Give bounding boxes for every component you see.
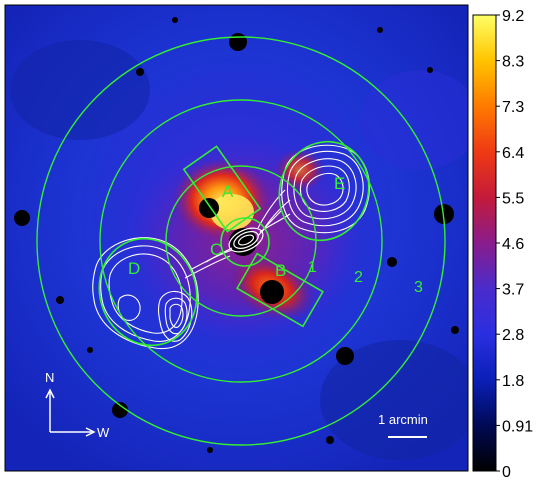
image-frame bbox=[4, 4, 469, 472]
region-labels: A B C D E bbox=[128, 174, 345, 280]
ring-label-2: 2 bbox=[354, 269, 363, 286]
compass-west-label: W bbox=[97, 425, 110, 440]
colorbar-tick-label: 0 bbox=[502, 464, 511, 481]
radio-contours-east-lobe bbox=[257, 144, 370, 237]
colorbar-tick-label: 7.3 bbox=[502, 99, 524, 116]
colorbar-tick-label: 5.5 bbox=[502, 190, 524, 207]
colorbar-ticks: 9.2 8.3 7.3 6.4 5.5 4.6 3.7 2.8 1.8 0.91 0 bbox=[496, 8, 533, 481]
colorbar: 9.2 8.3 7.3 6.4 5.5 4.6 3.7 2.8 1.8 0.91 0 bbox=[472, 8, 533, 481]
annulus-3 bbox=[36, 36, 446, 446]
region-B-box bbox=[235, 252, 325, 328]
annulus-2 bbox=[99, 99, 383, 383]
ring-labels: 1 2 3 bbox=[308, 259, 423, 296]
scale-bar-label: 1 arcmin bbox=[378, 412, 428, 427]
colorbar-tick-label: 3.7 bbox=[502, 282, 524, 299]
ring-label-1: 1 bbox=[308, 259, 317, 276]
colorbar-tick-label: 6.4 bbox=[502, 145, 524, 162]
label-B: B bbox=[275, 261, 286, 280]
compass-north-label: N bbox=[45, 370, 54, 385]
colorbar-tick-label: 2.8 bbox=[502, 327, 524, 344]
region-D-ellipse bbox=[98, 237, 198, 347]
compass bbox=[45, 388, 96, 437]
region-A-box bbox=[182, 145, 262, 233]
colorbar-tick-label: 4.6 bbox=[502, 236, 524, 253]
label-E: E bbox=[334, 174, 345, 193]
ring-label-3: 3 bbox=[414, 279, 423, 296]
radio-core-contours bbox=[205, 213, 291, 263]
box-regions bbox=[182, 145, 325, 328]
label-A: A bbox=[222, 182, 234, 201]
colorbar-tick-label: 1.8 bbox=[502, 373, 524, 390]
colorbar-tick-label: 9.2 bbox=[502, 8, 524, 25]
region-C-circle bbox=[220, 217, 270, 267]
region-E-ellipse bbox=[278, 140, 370, 242]
lobe-regions bbox=[98, 140, 370, 347]
colorbar-tick-label: 0.91 bbox=[502, 418, 533, 435]
colorbar-tick-label: 8.3 bbox=[502, 54, 524, 71]
label-D: D bbox=[128, 259, 140, 278]
xray-image: A B C D E 1 2 3 N W 1 arcmin bbox=[5, 5, 468, 471]
label-C: C bbox=[210, 240, 222, 259]
